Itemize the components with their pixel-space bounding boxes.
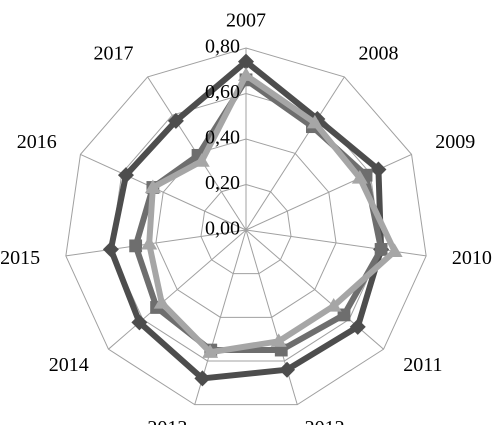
series (141, 67, 403, 358)
data-point (270, 333, 287, 347)
category-label: 2013 (147, 417, 187, 425)
grid-ring (110, 92, 382, 362)
data-point (238, 67, 254, 81)
data-point (193, 153, 210, 167)
series-line (107, 58, 385, 382)
data-point (167, 112, 184, 129)
data-point (325, 297, 342, 312)
data-point (117, 167, 134, 184)
spoke (245, 76, 345, 231)
spoke (80, 153, 247, 231)
spoke (65, 229, 247, 257)
data-point (306, 114, 323, 129)
category-label: 2014 (49, 354, 89, 376)
data-point (238, 53, 254, 70)
series (129, 73, 388, 357)
data-point (349, 318, 366, 335)
data-point (141, 235, 158, 250)
category-label: 2007 (226, 10, 266, 32)
spoke (108, 229, 247, 350)
data-point (153, 295, 170, 309)
data-point (144, 179, 161, 194)
y-tick-label: 0,80 (205, 36, 240, 58)
data-point (202, 344, 219, 358)
spoke (245, 153, 412, 231)
category-label: 2015 (0, 247, 40, 269)
y-tick-label: 0,60 (205, 81, 240, 103)
category-label: 2008 (358, 43, 398, 65)
data-point (131, 314, 148, 331)
data-point (194, 370, 211, 387)
y-tick-label: 0,20 (205, 172, 240, 194)
data-point (351, 170, 368, 184)
category-label: 2016 (17, 131, 57, 153)
data-point (337, 308, 351, 322)
grid-ring (65, 47, 427, 406)
y-tick-label: 0,00 (205, 218, 240, 240)
data-point (386, 243, 403, 257)
data-point (279, 361, 296, 378)
series-line (146, 72, 398, 356)
category-label: 2011 (403, 354, 442, 376)
data-point (374, 243, 388, 256)
category-label: 2012 (305, 417, 345, 425)
data-point (129, 239, 143, 253)
grid-ring (200, 183, 292, 275)
category-label: 2009 (435, 131, 475, 153)
category-label: 2010 (452, 247, 492, 269)
y-tick-label: 0,40 (205, 127, 240, 149)
grid-ring (155, 138, 337, 318)
category-label: 2017 (94, 43, 134, 65)
data-point (102, 241, 119, 258)
data-point (370, 161, 387, 178)
